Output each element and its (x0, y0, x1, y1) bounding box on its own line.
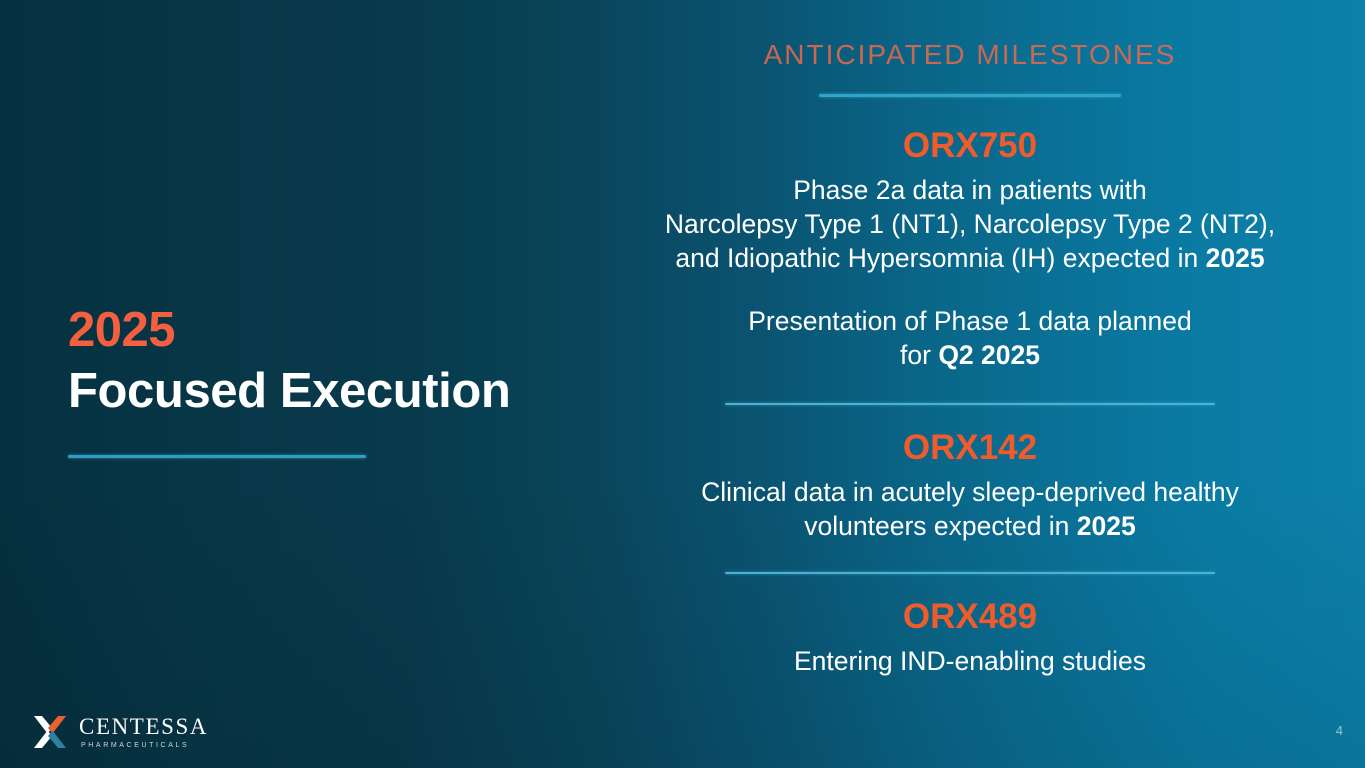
orx750-body-line-3-year: 2025 (1205, 243, 1265, 274)
phase1-note-line-2: for Q2 2025 (600, 338, 1340, 372)
orx750-body-line-2: Narcolepsy Type 1 (NT1), Narcolepsy Type… (664, 209, 1276, 240)
drug-body-orx750: Phase 2a data in patients with Narcoleps… (600, 173, 1340, 276)
orx142-body-line-2-text: volunteers expected in (804, 511, 1077, 542)
phase1-note-line-2-text: for (900, 340, 939, 371)
phase1-note-line-1: Presentation of Phase 1 data planned (748, 305, 1192, 336)
phase1-note-quarter: Q2 2025 (938, 340, 1040, 371)
drug-name-orx142: ORX142 (902, 427, 1038, 467)
orx142-body-line-1: Clinical data in acutely sleep-deprived … (701, 476, 1239, 507)
orx750-phase1-note: Presentation of Phase 1 data planned for… (600, 304, 1340, 373)
orx750-body-line-3-text: and Idiopathic Hypersomnia (IH) expected… (675, 243, 1206, 274)
left-title-block: 2025 Focused Execution (68, 303, 588, 458)
drug-name-orx750: ORX750 (902, 125, 1038, 165)
orx489-body-line-1: Entering IND-enabling studies (793, 645, 1147, 676)
left-title-label: Focused Execution (68, 363, 511, 418)
centessa-x-icon (34, 716, 66, 748)
drug-name-orx489: ORX489 (902, 596, 1038, 636)
section-divider-1 (725, 402, 1215, 405)
section-orx489: ORX489 Entering IND-enabling studies (600, 596, 1340, 678)
orx142-body-line-2: volunteers expected in 2025 (600, 509, 1340, 543)
section-orx750: ORX750 Phase 2a data in patients with Na… (600, 125, 1340, 276)
centessa-name: CENTESSA (79, 714, 209, 739)
orx750-body-line-3: and Idiopathic Hypersomnia (IH) expected… (600, 241, 1340, 275)
page-number: 4 (1335, 723, 1343, 738)
left-year-label: 2025 (68, 303, 176, 357)
left-title-underline (68, 455, 366, 458)
drug-body-orx142: Clinical data in acutely sleep-deprived … (600, 475, 1340, 544)
drug-body-orx489: Entering IND-enabling studies (600, 644, 1340, 678)
centessa-logo: CENTESSA PHARMACEUTICALS (30, 712, 208, 752)
orx142-body-line-2-year: 2025 (1076, 511, 1136, 542)
milestones-heading: ANTICIPATED MILESTONES (763, 39, 1177, 70)
milestones-heading-underline (819, 93, 1121, 97)
section-orx142: ORX142 Clinical data in acutely sleep-de… (600, 427, 1340, 544)
centessa-wordmark: CENTESSA PHARMACEUTICALS (79, 715, 208, 749)
orx750-body-line-1: Phase 2a data in patients with (793, 174, 1147, 205)
centessa-tagline: PHARMACEUTICALS (81, 742, 190, 749)
milestones-column: ANTICIPATED MILESTONES ORX750 Phase 2a d… (600, 38, 1340, 678)
section-divider-2 (725, 571, 1215, 574)
